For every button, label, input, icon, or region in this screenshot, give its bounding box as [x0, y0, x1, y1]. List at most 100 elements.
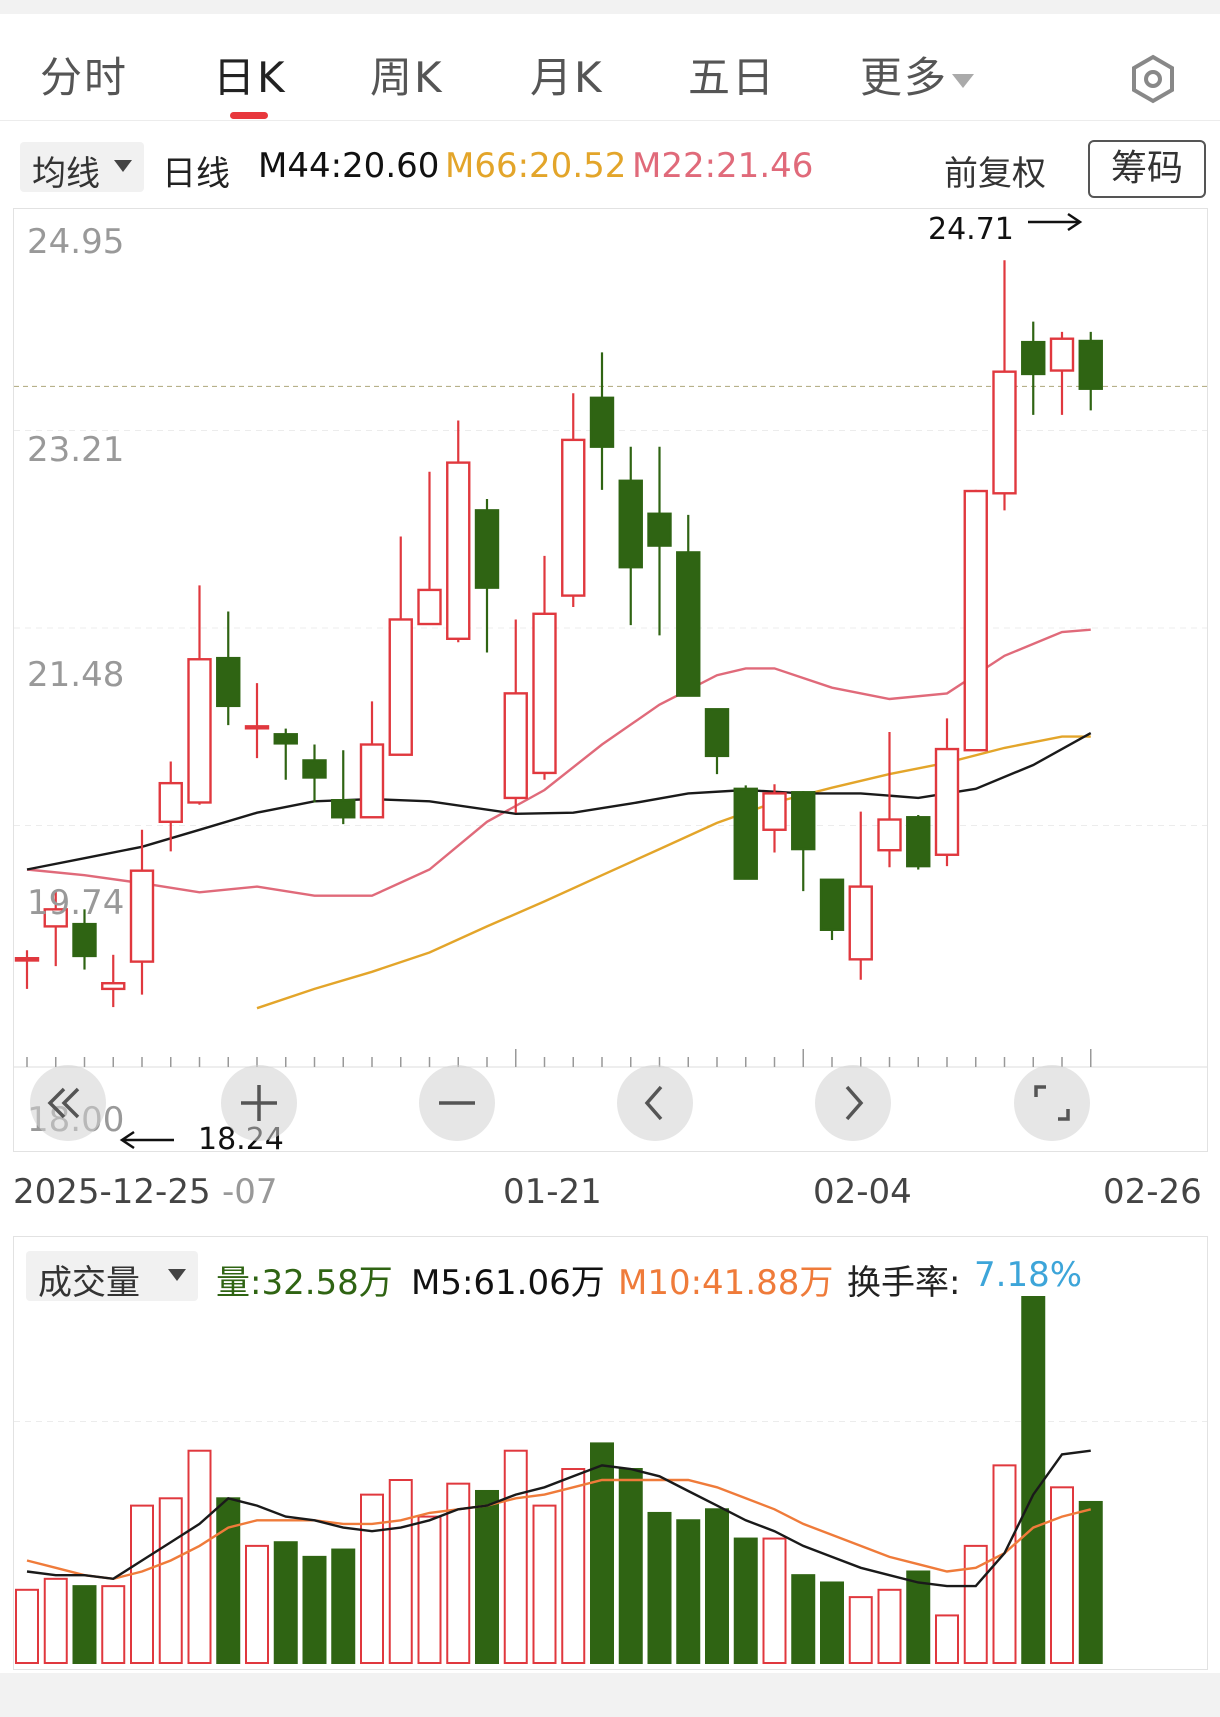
vol-ma5-value: M5:61.06万 [411, 1263, 605, 1303]
candle-body [1049, 337, 1075, 372]
candle-body [819, 878, 845, 931]
candle-body [906, 816, 931, 868]
turnover-label: 换手率: [847, 1263, 961, 1303]
candle-body [532, 612, 557, 775]
x-axis-label: 02-04 [813, 1172, 912, 1212]
volume-bar [158, 1497, 183, 1664]
volume-bar [273, 1541, 298, 1664]
vol-ma5-line [26, 1449, 1091, 1588]
tab-weekly-k[interactable]: 周K [370, 53, 444, 102]
volume-bar [446, 1482, 471, 1664]
x-axis-label: -07 [222, 1172, 278, 1212]
volume-dropdown[interactable]: 成交量 [26, 1251, 198, 1303]
arrow-right-icon [1028, 212, 1083, 232]
volume-bar [676, 1519, 701, 1665]
tab-intraday[interactable]: 分时 [40, 53, 129, 102]
x-axis-label: 2025-12-25 [13, 1172, 211, 1212]
candle-body [1021, 340, 1046, 376]
volume-bar [130, 1504, 154, 1664]
active-tab-indicator [230, 112, 268, 119]
volume-bar [15, 1588, 39, 1664]
kline-chart[interactable] [13, 208, 1208, 1152]
tab-daily-k[interactable]: 日K [213, 53, 287, 102]
volume-bar [475, 1489, 499, 1664]
candle-body [244, 725, 270, 730]
rewind-button[interactable] [30, 1065, 106, 1141]
volume-bar [590, 1442, 614, 1664]
candle-body [1078, 339, 1103, 390]
volume-bar [388, 1479, 413, 1664]
arrow-left-icon [119, 1130, 174, 1150]
volume-bar [503, 1449, 528, 1664]
fullscreen-button[interactable] [1014, 1065, 1090, 1141]
zoom-in-button[interactable] [221, 1065, 297, 1141]
prev-button[interactable] [617, 1065, 693, 1141]
kline-svg [14, 260, 1207, 1068]
x-axis-label: 01-21 [503, 1172, 602, 1212]
zoom-out-button[interactable] [419, 1065, 495, 1141]
candle-body [388, 618, 413, 756]
volume-bar [101, 1585, 126, 1665]
volume-bar [245, 1544, 269, 1665]
candle-body [561, 438, 586, 597]
volume-bar [1021, 1296, 1046, 1664]
tab-five-day[interactable]: 五日 [688, 53, 777, 102]
adjust-mode[interactable]: 前复权 [944, 154, 1046, 194]
y-axis-label: 21.48 [27, 655, 125, 695]
chips-button[interactable]: 筹码 [1088, 140, 1206, 198]
candle-body [647, 512, 672, 547]
y-axis-label: 19.74 [27, 883, 125, 923]
ma22-value: M22:21.46 [632, 146, 814, 186]
volume-chart[interactable]: 成交量 量:32.58万 M5:61.06万 M10:41.88万 换手率: 7… [13, 1236, 1208, 1670]
ma66-value: M66:20.52 [445, 146, 627, 186]
candle-body [733, 787, 758, 880]
triangle-down-icon [952, 73, 975, 88]
x-axis-label: 02-26 [1103, 1172, 1202, 1212]
volume-value: 量:32.58万 [216, 1263, 393, 1303]
volume-bar [43, 1577, 68, 1665]
vol-ma10-line [26, 1478, 1092, 1581]
candle-body [446, 461, 471, 640]
volume-dropdown-label: 成交量 [38, 1263, 140, 1303]
candle-body [963, 489, 988, 752]
volume-bar [72, 1585, 97, 1665]
candle-body [14, 957, 40, 962]
ma44-line [26, 732, 1092, 871]
prev-icon [644, 1085, 663, 1121]
volume-bar [820, 1581, 844, 1665]
next-button[interactable] [815, 1065, 891, 1141]
ma-bar: 均线 日线 M44:20.60 M66:20.52 M22:21.46 前复权 … [0, 132, 1220, 202]
volume-bar [302, 1555, 327, 1664]
tab-more[interactable]: 更多 [860, 44, 975, 105]
period-tabs: 分时 日K 周K 月K 五日 更多 [0, 14, 1220, 121]
volume-bar [935, 1614, 959, 1665]
volume-bar [216, 1497, 241, 1664]
turnover-value: 7.18% [974, 1255, 1083, 1295]
gear-icon[interactable] [1128, 54, 1178, 104]
volume-bar [877, 1588, 902, 1664]
candle-body [704, 708, 730, 758]
candle-body [187, 658, 212, 804]
volume-bar [647, 1511, 672, 1664]
zoom-in-icon [241, 1085, 277, 1121]
indicator-dropdown[interactable]: 均线 [20, 142, 144, 194]
top-strip [0, 0, 1220, 14]
candle-body [359, 743, 385, 819]
y-axis-label: 23.21 [27, 430, 125, 470]
candle-body [791, 791, 816, 851]
candle-body [273, 733, 298, 745]
volume-bar [561, 1468, 586, 1664]
volume-bar [906, 1570, 931, 1664]
volume-bar [187, 1449, 212, 1664]
tab-monthly-k[interactable]: 月K [530, 53, 604, 102]
candle-body [503, 692, 528, 800]
candle-body [72, 922, 97, 958]
triangle-down-icon [114, 160, 132, 172]
volume-bar [848, 1596, 873, 1664]
volume-bar [791, 1574, 816, 1664]
volume-bar [733, 1537, 758, 1664]
candle-body [589, 396, 615, 448]
candle-body [331, 799, 356, 819]
volume-bar [331, 1548, 356, 1665]
volume-bar [705, 1508, 729, 1664]
